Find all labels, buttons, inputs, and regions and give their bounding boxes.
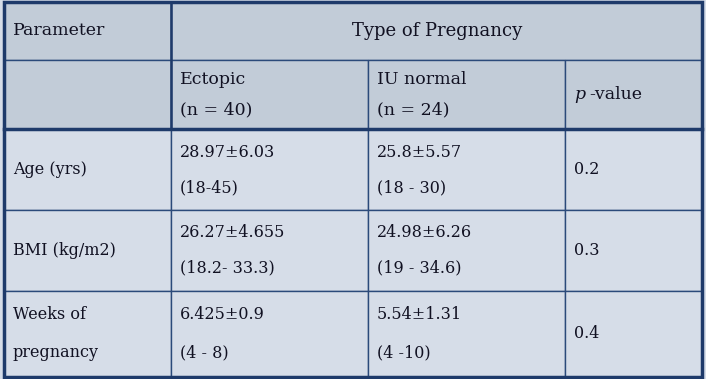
Text: IU normal: IU normal [377, 71, 467, 88]
Bar [368, 130, 565, 210]
Text: 0.3: 0.3 [574, 242, 599, 259]
Text: (18 - 30): (18 - 30) [377, 179, 446, 196]
Text: (19 - 34.6): (19 - 34.6) [377, 260, 462, 277]
Bar [368, 291, 565, 377]
Text: (18-45): (18-45) [180, 179, 239, 196]
Text: -value: -value [590, 86, 642, 103]
Bar [565, 210, 702, 291]
Text: p: p [574, 86, 585, 103]
Bar [171, 2, 702, 60]
Bar [4, 291, 171, 377]
Text: Parameter: Parameter [13, 22, 105, 39]
Bar [171, 60, 368, 130]
Text: 0.2: 0.2 [574, 161, 599, 178]
Text: (18.2- 33.3): (18.2- 33.3) [180, 260, 275, 277]
Text: Age (yrs): Age (yrs) [13, 161, 87, 178]
Text: Weeks of: Weeks of [13, 307, 85, 323]
Bar [171, 291, 368, 377]
Bar [4, 2, 171, 60]
Text: 0.4: 0.4 [574, 326, 599, 343]
Text: (4 - 8): (4 - 8) [180, 345, 229, 362]
Bar [368, 60, 565, 130]
Text: 6.425±0.9: 6.425±0.9 [180, 307, 265, 323]
Text: 24.98±6.26: 24.98±6.26 [377, 224, 472, 241]
Bar [368, 210, 565, 291]
Text: 26.27±4.655: 26.27±4.655 [180, 224, 285, 241]
Text: BMI (kg/m2): BMI (kg/m2) [13, 242, 116, 259]
Text: pregnancy: pregnancy [13, 345, 99, 362]
Text: Ectopic: Ectopic [180, 71, 246, 88]
Text: (n = 40): (n = 40) [180, 102, 252, 119]
Text: 5.54±1.31: 5.54±1.31 [377, 307, 462, 323]
Bar [171, 130, 368, 210]
Text: 25.8±5.57: 25.8±5.57 [377, 144, 462, 161]
Text: (n = 24): (n = 24) [377, 102, 450, 119]
Text: 28.97±6.03: 28.97±6.03 [180, 144, 275, 161]
Bar [4, 60, 171, 130]
Bar [171, 210, 368, 291]
Bar [4, 210, 171, 291]
Bar [565, 60, 702, 130]
Bar [565, 291, 702, 377]
Text: Type of Pregnancy: Type of Pregnancy [352, 22, 522, 40]
Bar [4, 130, 171, 210]
Text: (4 -10): (4 -10) [377, 345, 431, 362]
Bar [565, 130, 702, 210]
